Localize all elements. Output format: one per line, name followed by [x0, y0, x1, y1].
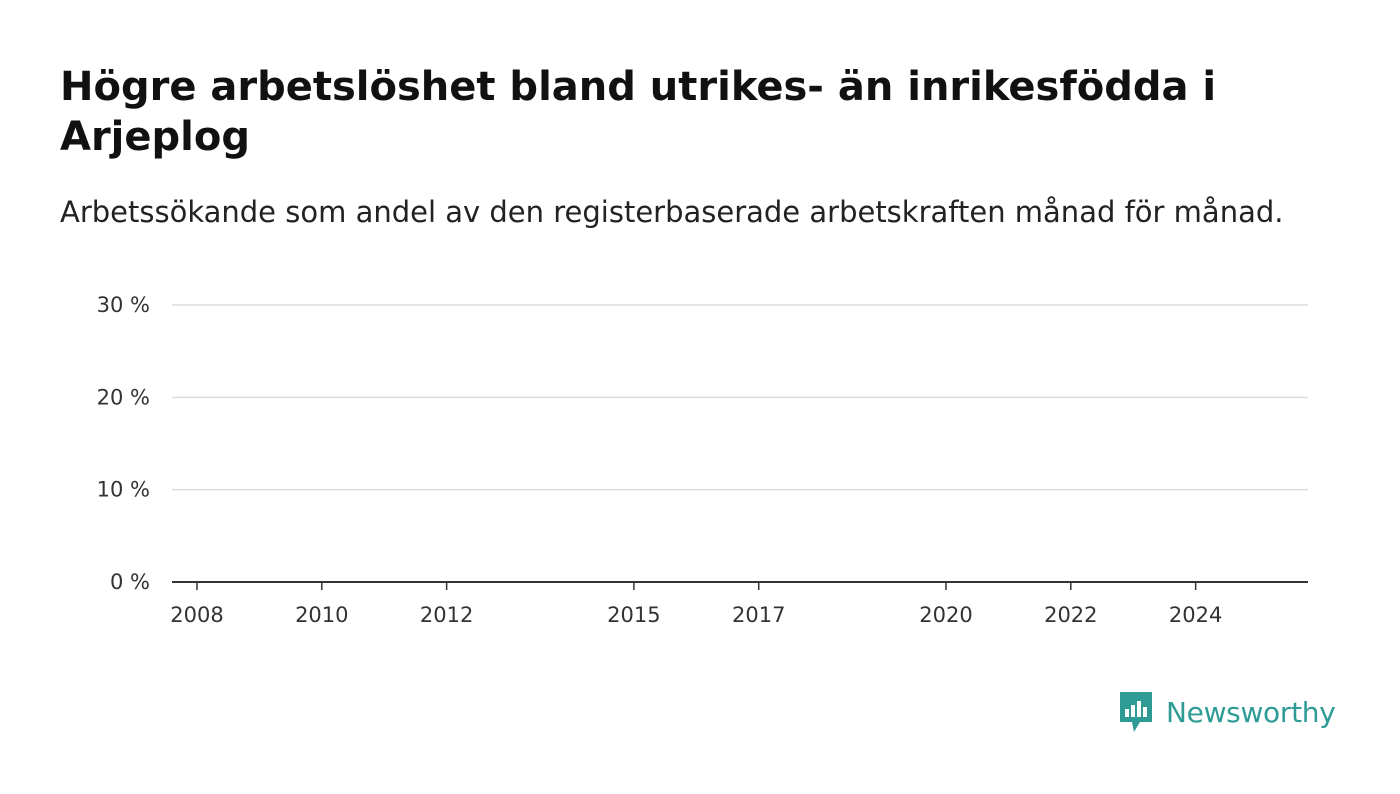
x-tick-label: 2022: [1044, 603, 1097, 627]
y-tick-label: 30 %: [97, 293, 150, 317]
gridlines: [172, 304, 1308, 583]
x-tick-label: 2008: [170, 603, 223, 627]
y-axis-ticks: 0 % 10 % 20 % 30 %: [97, 293, 150, 594]
y-tick-label: 10 %: [97, 478, 150, 502]
y-tick-label: 20 %: [97, 385, 150, 409]
x-tick-label: 2024: [1169, 603, 1222, 627]
y-tick-label: 0 %: [110, 570, 150, 594]
x-axis-ticks: 2008 2010 2012 2015 2017 2020 2022 2024: [170, 582, 1222, 627]
x-tick-label: 2012: [420, 603, 473, 627]
x-tick-label: 2020: [919, 603, 972, 627]
chart-subtitle: Arbetssökande som andel av den registerb…: [60, 195, 1284, 229]
newsworthy-logo-text: Newsworthy: [1166, 695, 1336, 729]
newsworthy-logo-icon: [1120, 692, 1152, 732]
chart-title: Högre arbetslöshet bland utrikes- än inr…: [60, 64, 1217, 160]
x-tick-label: 2017: [732, 603, 785, 627]
newsworthy-logo: Newsworthy: [1118, 690, 1336, 734]
x-tick-label: 2010: [295, 603, 348, 627]
x-tick-label: 2015: [607, 603, 660, 627]
